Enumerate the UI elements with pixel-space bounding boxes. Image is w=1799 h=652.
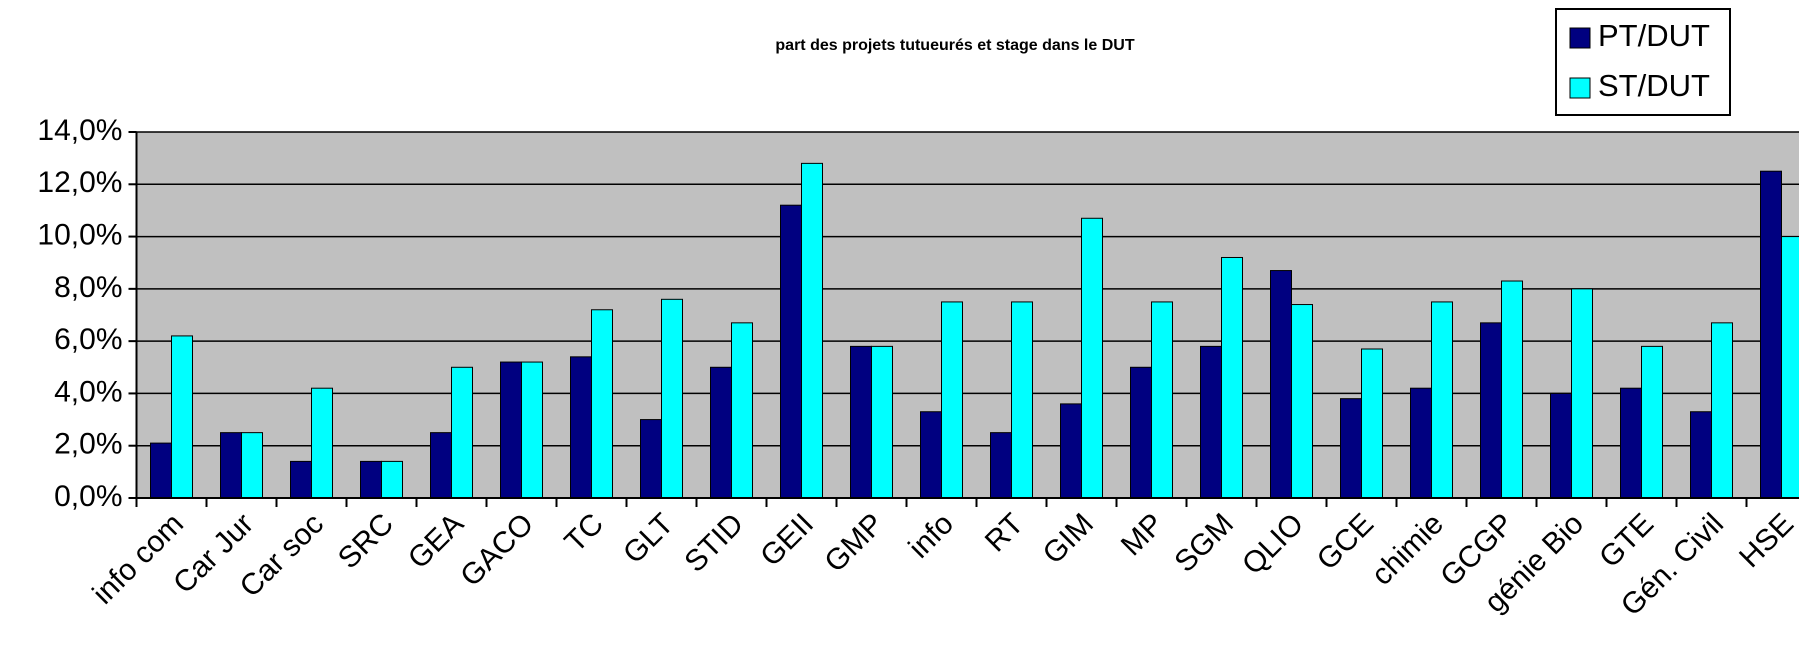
bar	[920, 411, 942, 499]
x-tick-label: info com	[87, 507, 191, 611]
x-tick-label: info	[903, 507, 961, 565]
bar	[1431, 301, 1453, 499]
y-tick-label: 6,0%	[54, 323, 122, 356]
bar	[381, 460, 403, 499]
x-tick-label: GMP	[818, 507, 890, 579]
bar	[150, 442, 172, 499]
x-tick-label: GIM	[1037, 507, 1100, 570]
bar	[1081, 217, 1103, 499]
bar	[1480, 322, 1502, 499]
legend-label: ST/DUT	[1598, 68, 1710, 103]
bar	[780, 204, 802, 499]
bar	[500, 361, 522, 499]
bar	[1711, 322, 1733, 499]
bar	[941, 301, 963, 499]
x-tick-label: SRC	[332, 507, 400, 575]
bar	[360, 460, 382, 499]
bar	[430, 432, 452, 499]
bar	[1781, 236, 1799, 499]
bar	[640, 419, 662, 499]
bar	[1361, 348, 1383, 499]
bar	[1151, 301, 1173, 499]
bar	[710, 366, 732, 499]
bar	[1200, 345, 1222, 499]
bar	[731, 322, 753, 499]
bar	[990, 432, 1012, 499]
legend-label: PT/DUT	[1598, 18, 1710, 53]
y-tick-label: 4,0%	[54, 375, 122, 408]
bar	[1130, 366, 1152, 499]
x-tick-label: RT	[979, 507, 1030, 558]
bar	[850, 345, 872, 499]
bar	[241, 432, 263, 499]
bar	[1641, 345, 1663, 499]
bar	[1620, 387, 1642, 499]
bar	[1270, 270, 1292, 499]
bar	[591, 309, 613, 499]
y-tick-label: 10,0%	[37, 218, 122, 251]
x-tick-label: GLT	[617, 507, 680, 570]
x-tick-label: GEII	[754, 507, 820, 573]
legend-swatch	[1569, 27, 1591, 49]
plot-area	[136, 131, 1799, 499]
bar	[1690, 411, 1712, 499]
bar	[1550, 392, 1572, 499]
bar	[1060, 403, 1082, 499]
bar	[871, 345, 893, 499]
y-tick-label: 12,0%	[37, 166, 122, 199]
bar	[311, 387, 333, 499]
bar	[801, 162, 823, 499]
x-tick-label: chimie	[1365, 507, 1450, 592]
bar	[220, 432, 242, 499]
x-tick-label: GACO	[454, 507, 540, 593]
y-tick-label: 0,0%	[54, 480, 122, 513]
bar	[1291, 304, 1313, 499]
bar	[1410, 387, 1432, 499]
x-tick-label: QLIO	[1236, 507, 1310, 581]
bar	[1340, 398, 1362, 499]
x-tick-label: MP	[1115, 507, 1170, 562]
bar	[521, 361, 543, 499]
y-tick-label: 8,0%	[54, 271, 122, 304]
x-tick-label: SGM	[1168, 507, 1240, 579]
bar	[290, 460, 312, 499]
bar	[1760, 170, 1782, 499]
chart-title: part des projets tutueurés et stage dans…	[775, 37, 1134, 54]
x-tick-label: STID	[678, 507, 750, 579]
bar	[1011, 301, 1033, 499]
bar	[171, 335, 193, 499]
bar	[451, 366, 473, 499]
bar	[570, 356, 592, 499]
y-tick-label: 2,0%	[54, 428, 122, 461]
x-tick-label: TC	[558, 507, 610, 559]
y-tick-label: 14,0%	[37, 114, 122, 147]
bar	[1221, 256, 1243, 499]
x-tick-label: HSE	[1733, 507, 1799, 574]
bar	[1501, 280, 1523, 499]
legend-swatch	[1569, 77, 1591, 99]
bar	[661, 298, 683, 499]
bar	[1571, 288, 1593, 499]
